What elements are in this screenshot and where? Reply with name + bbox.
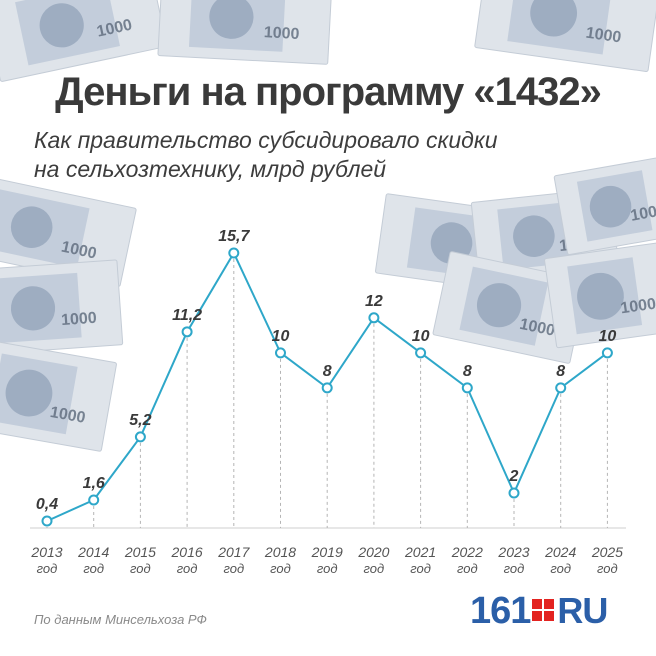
banknote-emblem <box>10 206 53 248</box>
data-label: 12 <box>365 293 383 310</box>
data-label: 8 <box>463 363 472 380</box>
data-point <box>415 347 427 359</box>
data-point <box>601 347 613 359</box>
banknote-emblem <box>530 0 578 37</box>
data-point <box>275 347 286 359</box>
data-point <box>555 382 567 394</box>
banknote-value: 1000 <box>263 24 300 43</box>
banknote-emblem <box>513 215 555 257</box>
x-tick-label: 2020 <box>357 544 389 560</box>
x-tick-label: 2013 <box>30 544 62 560</box>
x-tick-label: 2019 <box>311 544 343 560</box>
x-tick-label: 2018 <box>264 544 296 560</box>
x-tick-unit: год <box>223 561 244 576</box>
data-label: 8 <box>323 363 332 380</box>
logo-square-mark <box>532 599 555 623</box>
banknote: 1000 <box>0 173 137 287</box>
x-tick-unit: год <box>83 561 104 576</box>
x-tick-unit: год <box>364 561 385 576</box>
x-tick-label: 2014 <box>77 544 109 560</box>
x-tick-unit: год <box>550 561 571 576</box>
x-tick-unit: год <box>597 561 618 576</box>
subtitle-line-1: Как правительство субсидировало скидки <box>34 127 498 153</box>
subtitle-line-2: на сельхозтехнику, млрд рублей <box>34 156 387 182</box>
x-tick-label: 2015 <box>124 544 156 560</box>
data-point <box>321 382 333 394</box>
banknote-value: 1000 <box>629 202 656 225</box>
logo-domain: RU <box>557 590 608 631</box>
logo-number: 161 <box>470 589 531 632</box>
banknote: 1000 <box>553 155 656 255</box>
x-tick-label: 2017 <box>217 544 250 560</box>
x-tick-unit: год <box>270 561 291 576</box>
data-point <box>134 431 146 443</box>
data-label: 2 <box>509 468 519 485</box>
data-point <box>508 487 520 499</box>
banknote-emblem <box>10 286 56 331</box>
data-label: 15,7 <box>218 228 250 245</box>
x-tick-label: 2024 <box>544 544 576 560</box>
x-tick-label: 2025 <box>591 544 623 560</box>
data-label: 1,6 <box>83 475 105 492</box>
x-tick-label: 2021 <box>404 544 436 560</box>
banknote-value: 1000 <box>61 310 98 329</box>
data-point <box>228 247 240 259</box>
data-point <box>461 382 473 394</box>
x-tick-label: 2023 <box>497 544 529 560</box>
data-label: 11,2 <box>172 307 202 324</box>
page-title: Деньги на программу «1432» <box>55 70 602 114</box>
x-tick-unit: год <box>130 561 151 576</box>
banknote-emblem <box>39 3 84 48</box>
data-point <box>88 494 100 506</box>
banknote-print <box>507 0 613 55</box>
banknote-emblem <box>5 369 53 417</box>
banknote: 1000 <box>474 0 656 72</box>
banknote-value: 1000 <box>619 296 656 318</box>
x-tick-unit: год <box>504 561 525 576</box>
data-label: 8 <box>556 363 565 380</box>
banknote-emblem <box>589 185 632 228</box>
x-tick-unit: год <box>410 561 431 576</box>
banknote-emblem <box>577 272 624 320</box>
banknote-value: 1000 <box>49 404 87 427</box>
source-note: По данным Минсельхоза РФ <box>34 612 207 627</box>
banknote: 1000 <box>0 259 124 356</box>
banknote: 1000 <box>157 0 333 65</box>
banknote-emblem <box>476 283 522 328</box>
banknote: 1000 <box>544 241 656 349</box>
banknote: 1000 <box>0 0 168 82</box>
data-label: 10 <box>412 328 430 345</box>
chart-subtitle: Как правительство субсидировало скидки на… <box>34 126 594 184</box>
data-label: 10 <box>272 328 290 345</box>
x-tick-label: 2022 <box>451 544 483 560</box>
data-point <box>41 515 53 527</box>
x-tick-unit: год <box>457 561 478 576</box>
banknote: 1000 <box>0 338 117 452</box>
data-label: 5,2 <box>129 412 151 429</box>
data-point <box>368 312 380 324</box>
data-label: 10 <box>599 328 617 345</box>
x-tick-unit: год <box>317 561 338 576</box>
site-logo[interactable]: 161 RU <box>470 589 608 632</box>
x-tick-unit: год <box>37 561 58 576</box>
data-point <box>181 326 193 338</box>
banknote-emblem <box>209 0 254 39</box>
data-label: 0,4 <box>36 496 58 513</box>
x-tick-unit: год <box>177 561 198 576</box>
x-tick-label: 2016 <box>171 544 203 560</box>
banknote-value: 1000 <box>585 25 623 47</box>
